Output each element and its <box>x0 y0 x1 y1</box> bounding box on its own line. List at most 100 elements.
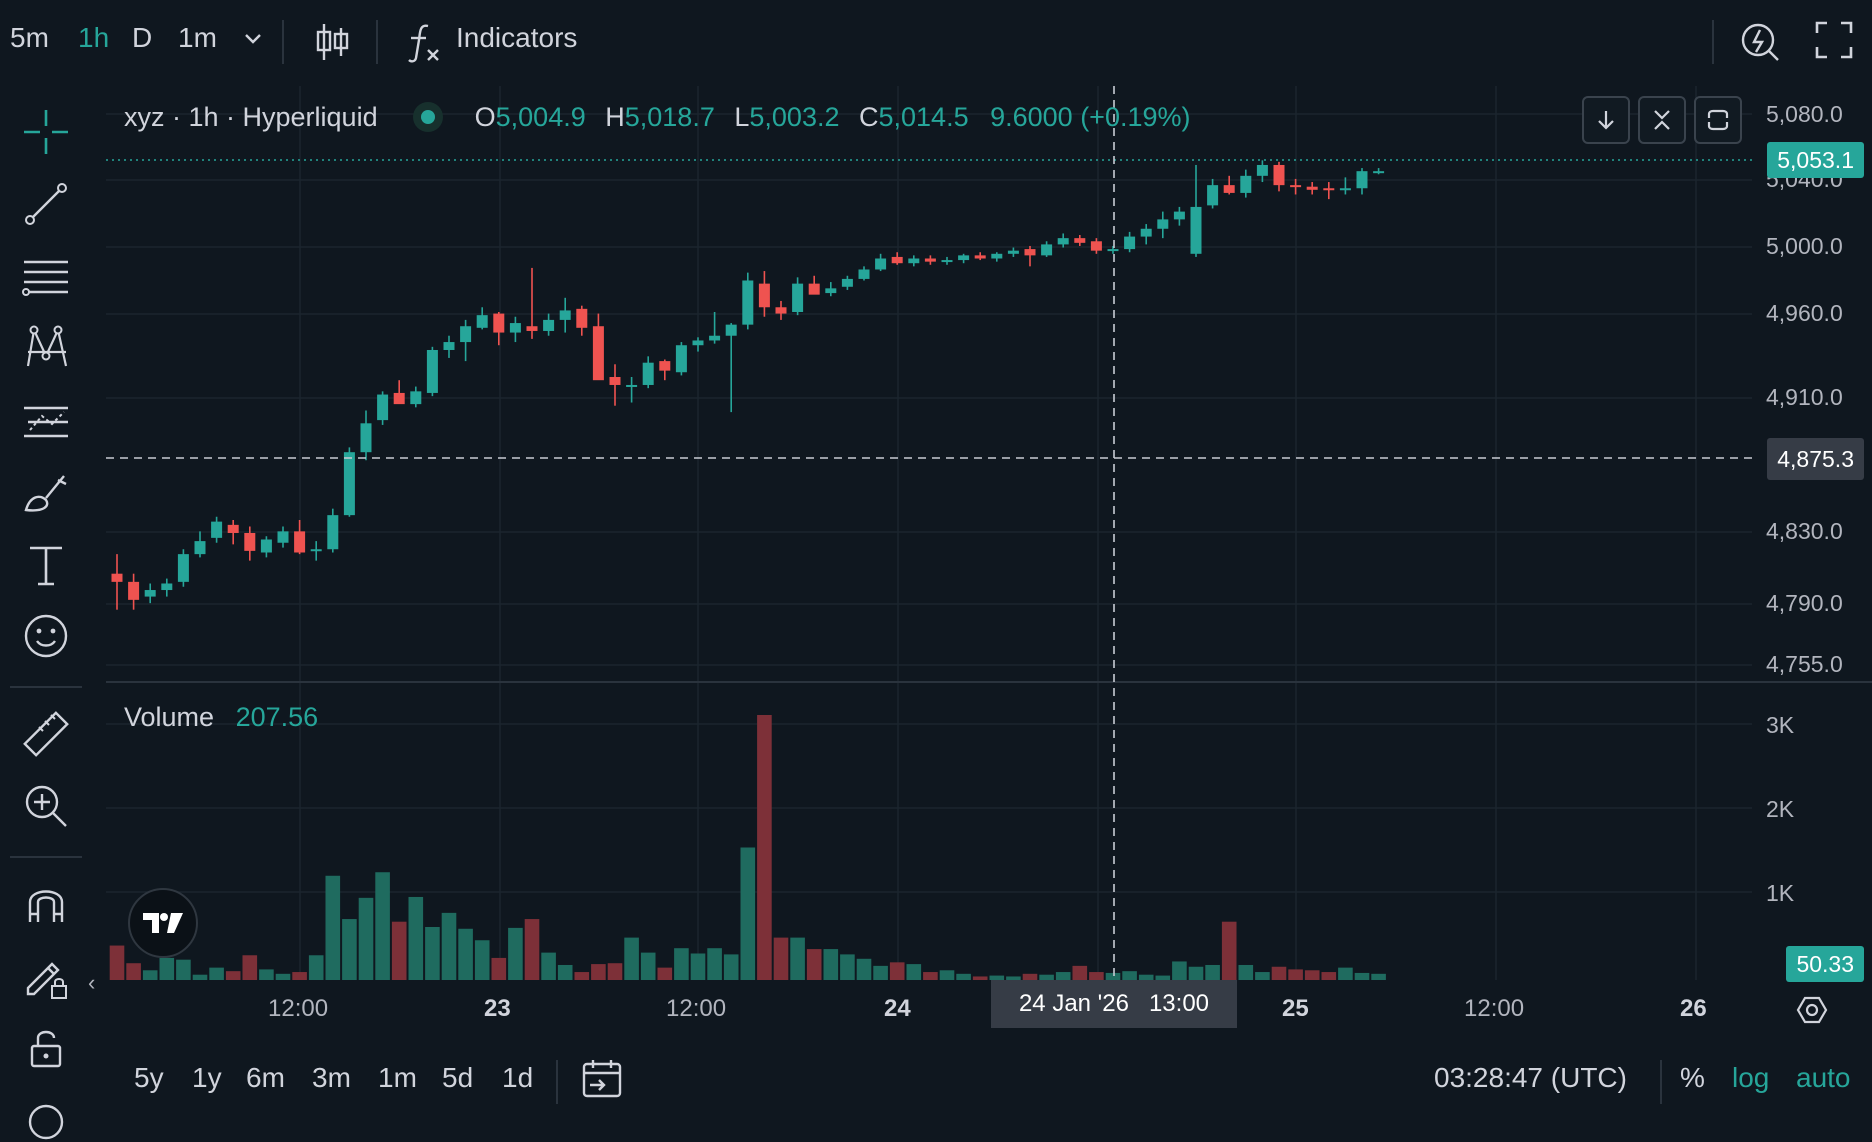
alert-clock-icon[interactable] <box>1738 16 1784 67</box>
candle-body <box>1207 185 1219 206</box>
arrow-down-icon[interactable] <box>1582 96 1630 144</box>
candle-body <box>1190 206 1202 254</box>
volume-bar <box>1022 973 1038 980</box>
range-1m[interactable]: 1m <box>378 1062 417 1093</box>
volume-bar <box>225 971 241 980</box>
volume-bar <box>1105 972 1121 980</box>
volume-bar <box>375 872 390 980</box>
percent-toggle[interactable]: % <box>1680 1062 1705 1093</box>
time-tick: 24 <box>884 995 911 1022</box>
volume-bar <box>757 715 772 980</box>
lock-drawings-icon[interactable] <box>18 948 74 1004</box>
volume-bar <box>1172 961 1187 980</box>
price-chart[interactable] <box>0 0 1872 1118</box>
candle-body <box>426 349 438 393</box>
range-5d[interactable]: 5d <box>442 1062 474 1093</box>
lock-icon[interactable] <box>18 1020 74 1076</box>
candle-body <box>559 310 571 320</box>
range-5y[interactable]: 5y <box>134 1062 164 1093</box>
candle-body <box>626 384 638 387</box>
maximize-pane-icon[interactable] <box>1694 96 1742 144</box>
candle-body <box>841 278 853 287</box>
collapse-toolbar-icon[interactable]: ‹ <box>88 970 96 995</box>
candle-body <box>742 280 754 325</box>
settings-gear-icon[interactable] <box>1796 994 1828 1031</box>
range-3m[interactable]: 3m <box>312 1062 351 1093</box>
forecast-icon[interactable] <box>18 392 74 448</box>
range-1d[interactable]: 1d <box>502 1062 534 1093</box>
pattern-icon[interactable] <box>18 320 74 376</box>
candles <box>111 160 1385 610</box>
chart-legend: xyz · 1h · Hyperliquid O5,004.9 H5,018.7… <box>124 102 1191 133</box>
range-1y[interactable]: 1y <box>192 1062 222 1093</box>
crosshair-icon[interactable] <box>18 104 74 160</box>
chevron-down-icon[interactable] <box>240 26 266 57</box>
timeframe-1m[interactable]: 1m <box>178 22 217 53</box>
bottom-toolbar: 5y 1y 6m 3m 1m 5d 1d 03:28:47 (UTC) % lo… <box>0 1046 1872 1118</box>
tradingview-logo[interactable] <box>128 888 198 958</box>
candle-body <box>509 323 521 333</box>
fullscreen-icon[interactable] <box>1814 20 1854 65</box>
candle-body <box>327 515 339 550</box>
timeframe-1h[interactable]: 1h <box>78 22 110 53</box>
volume-bar <box>1354 972 1370 980</box>
range-6m[interactable]: 6m <box>246 1062 285 1093</box>
candlestick-type-icon[interactable] <box>312 20 352 69</box>
candle-body <box>775 307 787 314</box>
volume-bar <box>491 957 507 980</box>
text-tool-icon[interactable] <box>18 536 74 592</box>
candle-body <box>493 313 505 333</box>
timeframe-5m[interactable]: 5m <box>10 22 49 53</box>
candle-body <box>875 258 887 270</box>
magnet-icon[interactable] <box>18 876 74 932</box>
emoji-icon[interactable] <box>18 608 74 664</box>
fib-lines-icon[interactable] <box>18 248 74 304</box>
calendar-goto-icon[interactable] <box>580 1056 626 1107</box>
volume-bar <box>408 896 424 980</box>
candle-body <box>692 340 704 346</box>
volume-bar <box>159 957 175 980</box>
toolbar-divider <box>282 20 284 64</box>
volume-bar <box>541 952 556 980</box>
chart-grid <box>106 86 1752 980</box>
volume-bar <box>591 964 606 980</box>
toolbar-divider <box>556 1060 558 1104</box>
candle-body <box>177 554 189 582</box>
volume-bar <box>275 973 291 980</box>
high-key: H <box>605 102 625 132</box>
symbol-label[interactable]: xyz · 1h · Hyperliquid <box>124 102 378 132</box>
volume-value: 207.56 <box>235 702 319 732</box>
price-tick: 5,080.0 <box>1766 101 1843 127</box>
zoom-in-icon[interactable] <box>18 778 74 834</box>
timeframe-d[interactable]: D <box>132 22 153 53</box>
log-toggle[interactable]: log <box>1732 1062 1770 1093</box>
toolbar-divider <box>1660 1060 1662 1104</box>
indicators-button[interactable]: Indicators <box>456 22 578 53</box>
volume-bar <box>607 963 623 980</box>
volume-bar <box>1221 921 1237 980</box>
time-tick: 23 <box>484 995 511 1022</box>
volume-bar <box>574 972 590 980</box>
volume-bar <box>972 976 988 980</box>
candle-body <box>858 269 870 279</box>
volume-bar <box>126 963 141 980</box>
trend-line-icon[interactable] <box>18 176 74 232</box>
ruler-icon[interactable] <box>18 706 74 762</box>
volume-bar <box>1006 976 1021 980</box>
function-icon[interactable] <box>406 20 442 69</box>
volume-bar <box>292 972 307 980</box>
volume-bar <box>956 973 971 980</box>
candle-body <box>443 342 455 350</box>
volume-bar <box>1304 970 1320 980</box>
utc-clock[interactable]: 03:28:47 (UTC) <box>1434 1062 1627 1093</box>
volume-bar <box>1055 972 1071 980</box>
volume-bar <box>806 949 822 980</box>
volume-bar <box>939 970 955 980</box>
candle-body <box>758 283 770 308</box>
brush-icon[interactable] <box>18 464 74 520</box>
volume-bar <box>640 952 656 980</box>
auto-toggle[interactable]: auto <box>1796 1062 1851 1093</box>
price-tick: 4,830.0 <box>1766 518 1843 544</box>
candle-body <box>111 573 123 582</box>
collapse-pane-icon[interactable] <box>1638 96 1686 144</box>
